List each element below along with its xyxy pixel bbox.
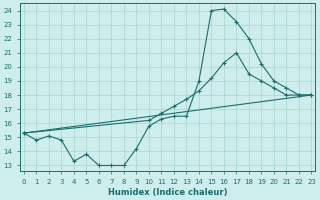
X-axis label: Humidex (Indice chaleur): Humidex (Indice chaleur) (108, 188, 228, 197)
